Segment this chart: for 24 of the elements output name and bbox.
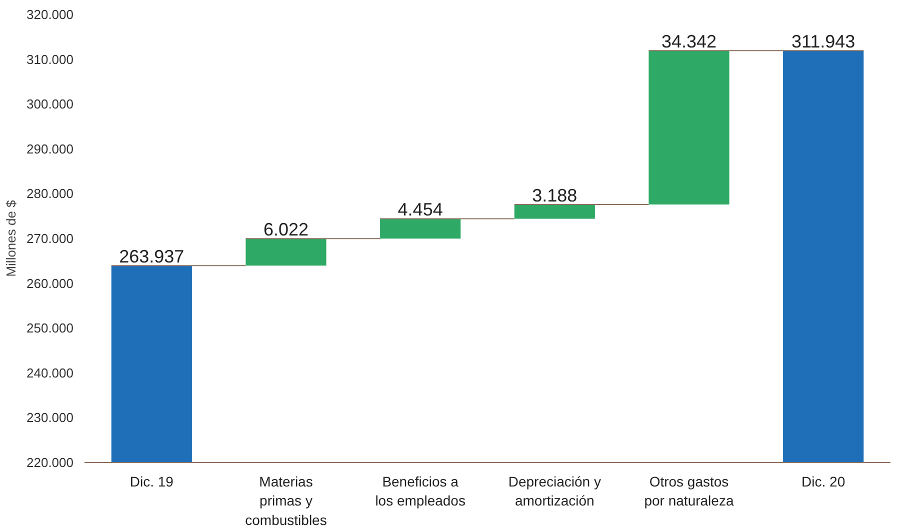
data-label: 263.937 (119, 246, 184, 267)
x-tick-label: Otros gastos por naturaleza (644, 474, 734, 509)
y-tick-label: 270.000 (26, 231, 74, 246)
y-tick-label: 250.000 (26, 320, 74, 336)
y-tick-label: 230.000 (26, 410, 74, 426)
data-label: 34.342 (661, 32, 717, 52)
y-tick-label: 300.000 (26, 96, 74, 112)
x-tick-label: Beneficios a los empleados (375, 474, 466, 509)
data-label: 3.188 (532, 185, 578, 206)
x-tick-label: Depreciación y amortización (508, 474, 601, 509)
data-label: 311.943 (791, 32, 856, 52)
x-tick-label: Dic. 19 (130, 474, 174, 490)
y-tick-label: 260.000 (26, 276, 74, 291)
y-tick-label: 220.000 (26, 455, 74, 470)
y-tick-label: 290.000 (26, 141, 74, 156)
y-tick-label: 310.000 (26, 52, 74, 67)
y-axis-title: Millones de $ (4, 199, 19, 277)
data-label: 6.022 (263, 220, 309, 240)
x-tick-label: Dic. 20 (802, 474, 846, 490)
y-tick-label: 280.000 (26, 186, 74, 202)
x-tick-label: Materias primas y combustibles (245, 474, 327, 528)
y-tick-label: 320.000 (26, 7, 74, 22)
y-tick-label: 240.000 (26, 365, 74, 380)
data-label: 4.454 (398, 200, 443, 220)
